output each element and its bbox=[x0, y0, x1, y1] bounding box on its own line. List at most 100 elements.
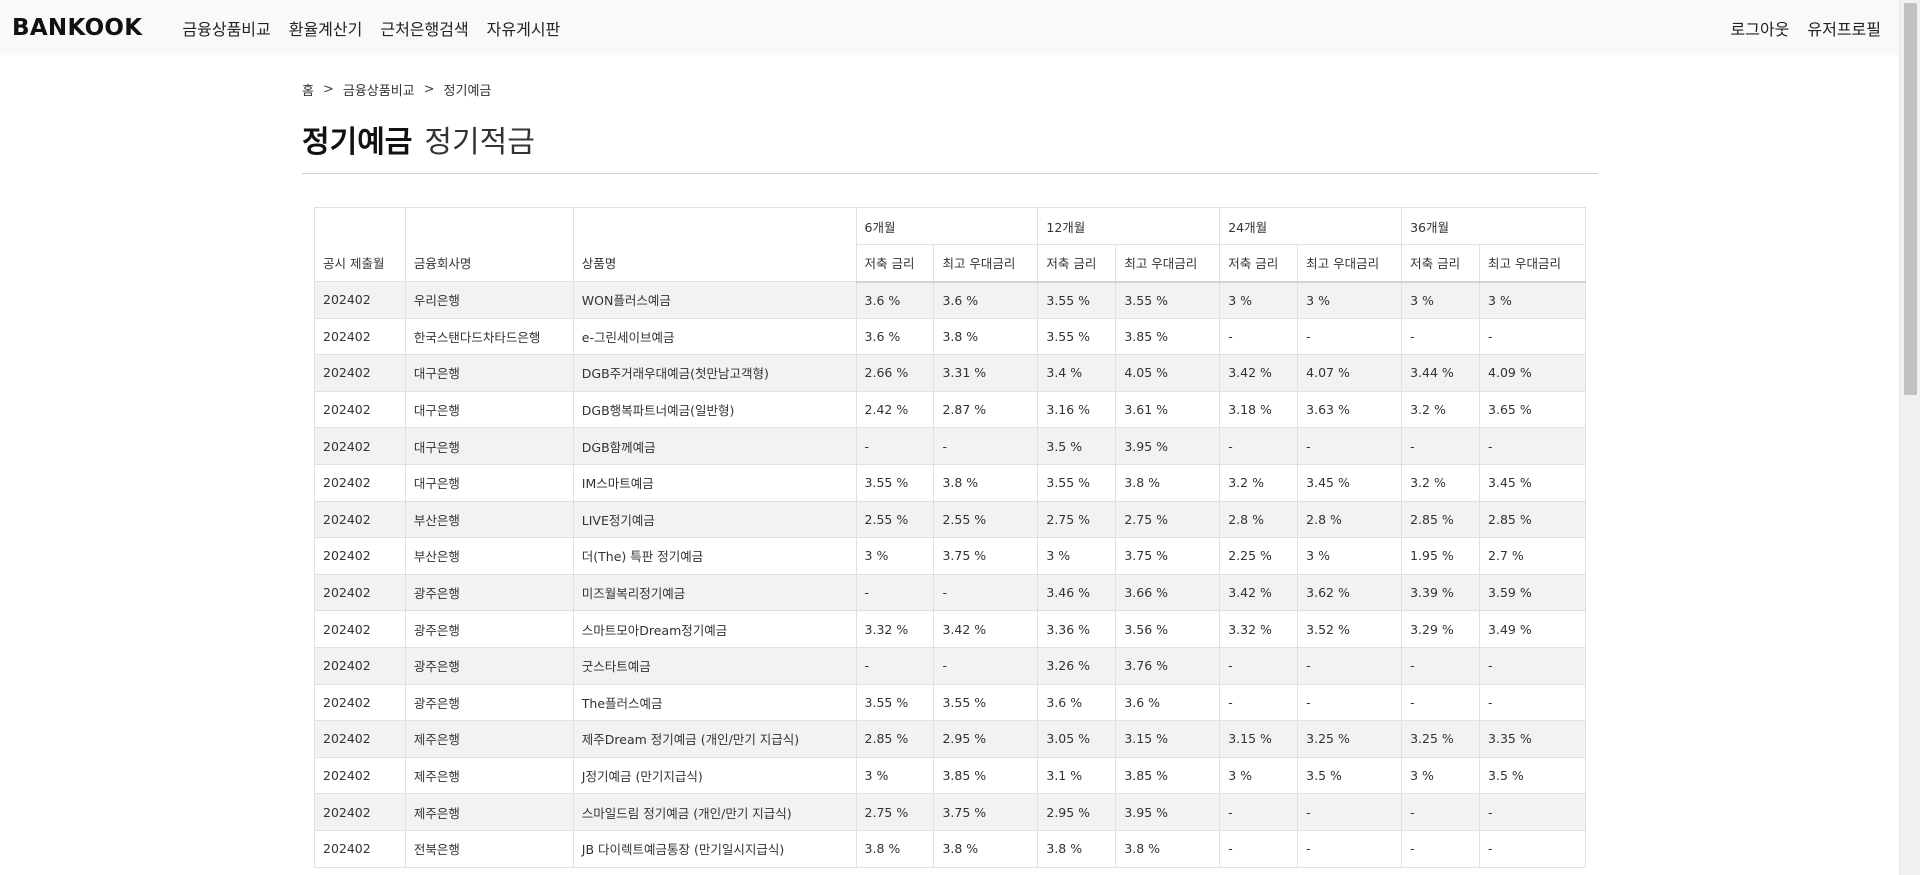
cell-rate-36: 3.44 % bbox=[1401, 354, 1481, 392]
cell-company: 전북은행 bbox=[404, 829, 574, 868]
nav-free-board[interactable]: 자유게시판 bbox=[486, 19, 561, 39]
cell-max-rate-36: 3.5 % bbox=[1479, 756, 1586, 795]
cell-rate-12: 2.75 % bbox=[1037, 500, 1117, 539]
cell-rate-24: 3.42 % bbox=[1219, 354, 1299, 392]
cell-product: 제주Dream 정기예금 (개인/만기 지급식) bbox=[572, 720, 857, 758]
cell-rate-36: 3.2 % bbox=[1401, 390, 1481, 429]
cell-company: 부산은행 bbox=[404, 537, 574, 575]
cell-product: LIVE정기예금 bbox=[572, 500, 857, 539]
cell-max-rate-12: 3.6 % bbox=[1115, 683, 1221, 722]
cell-rate-36: - bbox=[1401, 427, 1481, 465]
cell-rate-6: 2.66 % bbox=[855, 354, 935, 392]
cell-rate-36: - bbox=[1401, 829, 1481, 868]
cell-max-rate-24: 3.63 % bbox=[1297, 390, 1403, 429]
cell-rate-12: 2.95 % bbox=[1037, 793, 1117, 831]
nav-exchange-calculator[interactable]: 환율계산기 bbox=[288, 19, 363, 39]
cell-max-rate-12: 3.66 % bbox=[1115, 573, 1221, 612]
cell-rate-6: 3 % bbox=[855, 756, 935, 795]
cell-rate-36: - bbox=[1401, 793, 1481, 831]
col-header-month: 공시 제출월 bbox=[314, 207, 406, 282]
table-row[interactable]: 202402 부산은행 LIVE정기예금 2.55 % 2.55 % 2.75 % 2.75… bbox=[314, 500, 1586, 539]
cell-max-rate-24: 3 % bbox=[1297, 537, 1403, 575]
col-header-product: 상품명 bbox=[572, 207, 857, 282]
cell-rate-24: 3.32 % bbox=[1219, 610, 1299, 648]
cell-max-rate-36: 4.09 % bbox=[1479, 354, 1586, 392]
table-row[interactable]: 202402 한국스탠다드차타드은행 e-그린세이브예금 3.6 % 3.8 % 3.55… bbox=[314, 317, 1586, 356]
col-header-company: 금융회사명 bbox=[404, 207, 574, 282]
table-row[interactable]: 202402 제주은행 J정기예금 (만기지급식) 3 % 3.85 % 3.1 % 3.8… bbox=[314, 756, 1586, 795]
col-header-max-rate-36: 최고 우대금리 bbox=[1479, 244, 1586, 283]
cell-rate-24: - bbox=[1219, 646, 1299, 685]
cell-max-rate-6: - bbox=[933, 646, 1039, 685]
cell-max-rate-12: 3.55 % bbox=[1115, 281, 1221, 319]
table-row[interactable]: 202402 제주은행 스마일드림 정기예금 (개인/만기 지급식) 2.75 % 3.… bbox=[314, 793, 1586, 831]
table-row[interactable]: 202402 대구은행 DGB함께예금 - -3.5 % 3.95 % - - - - bbox=[314, 427, 1586, 465]
table-row[interactable]: 202402 광주은행 미즈월복리정기예금 - -3.46 % 3.66 % 3.42 % 3… bbox=[314, 573, 1586, 612]
logout-link[interactable]: 로그아웃 bbox=[1730, 19, 1790, 39]
cell-max-rate-24: 3.62 % bbox=[1297, 573, 1403, 612]
tab-savings[interactable]: 정기적금 bbox=[424, 125, 535, 160]
cell-max-rate-36: 2.85 % bbox=[1479, 500, 1586, 539]
cell-rate-6: 2.85 % bbox=[855, 720, 935, 758]
user-profile-link[interactable]: 유저프로필 bbox=[1807, 19, 1881, 39]
cell-month: 202402 bbox=[314, 756, 406, 795]
cell-max-rate-6: 3.85 % bbox=[933, 756, 1039, 795]
cell-company: 한국스탠다드차타드은행 bbox=[404, 317, 574, 356]
table-row[interactable]: 202402 광주은행 스마트모아Dream정기예금 3.32 % 3.42 % 3.36… bbox=[314, 610, 1586, 648]
cell-month: 202402 bbox=[314, 537, 406, 575]
cell-rate-6: 3.32 % bbox=[855, 610, 935, 648]
cell-product: The플러스예금 bbox=[572, 683, 857, 722]
table-row[interactable]: 202402 부산은행 더(The) 특판 정기예금 3 % 3.75 % 3 % 3.75… bbox=[314, 537, 1586, 575]
col-header-term-12: 12개월 bbox=[1037, 207, 1221, 245]
cell-month: 202402 bbox=[314, 646, 406, 685]
cell-max-rate-6: - bbox=[933, 573, 1039, 612]
table-row[interactable]: 202402 대구은행 DGB주거래우대예금(첫만남고객형) 2.66 % 3.31 %… bbox=[314, 354, 1586, 392]
cell-product: J정기예금 (만기지급식) bbox=[572, 756, 857, 795]
vertical-scrollbar[interactable] bbox=[1899, 0, 1920, 875]
cell-max-rate-12: 3.15 % bbox=[1115, 720, 1221, 758]
cell-rate-36: - bbox=[1401, 683, 1481, 722]
cell-month: 202402 bbox=[314, 610, 406, 648]
cell-rate-36: 1.95 % bbox=[1401, 537, 1481, 575]
cell-max-rate-24: 3 % bbox=[1297, 281, 1403, 319]
cell-max-rate-12: 3.75 % bbox=[1115, 537, 1221, 575]
nav-links: 금융상품비교 환율계산기 근처은행검색 자유게시판 bbox=[182, 16, 578, 40]
cell-max-rate-12: 3.8 % bbox=[1115, 829, 1221, 868]
cell-rate-6: 3.55 % bbox=[855, 463, 935, 502]
breadcrumb-product-compare[interactable]: 금융상품비교 bbox=[342, 84, 415, 99]
table-row[interactable]: 202402 전북은행 JB 다이렉트예금통장 (만기일시지급식) 3.8 % 3.8 … bbox=[314, 829, 1586, 868]
breadcrumb-home[interactable]: 홈 bbox=[302, 84, 314, 99]
nav-product-compare[interactable]: 금융상품비교 bbox=[182, 19, 271, 39]
table-row[interactable]: 202402 대구은행 DGB행복파트너예금(일반형) 2.42 % 2.87 % 3.1… bbox=[314, 390, 1586, 429]
col-header-rate-24: 저축 금리 bbox=[1219, 244, 1299, 283]
cell-max-rate-6: 2.87 % bbox=[933, 390, 1039, 429]
brand-logo[interactable]: BANKOOK bbox=[12, 14, 143, 41]
table-row[interactable]: 202402 광주은행 The플러스예금 3.55 % 3.55 % 3.6 % 3.6 %… bbox=[314, 683, 1586, 722]
cell-month: 202402 bbox=[314, 427, 406, 465]
cell-product: DGB함께예금 bbox=[572, 427, 857, 465]
cell-product: IM스마트예금 bbox=[572, 463, 857, 502]
cell-max-rate-12: 3.61 % bbox=[1115, 390, 1221, 429]
cell-rate-6: 3.6 % bbox=[855, 281, 935, 319]
nav-nearby-bank-search[interactable]: 근처은행검색 bbox=[380, 19, 469, 39]
tab-deposit[interactable]: 정기예금 bbox=[302, 125, 413, 160]
cell-company: 제주은행 bbox=[404, 720, 574, 758]
cell-rate-24: - bbox=[1219, 683, 1299, 722]
cell-company: 광주은행 bbox=[404, 573, 574, 612]
scrollbar-thumb[interactable] bbox=[1904, 3, 1917, 395]
table-row[interactable]: 202402 우리은행 WON플러스예금 3.6 % 3.6 % 3.55 % 3.55 %… bbox=[314, 281, 1586, 319]
table-row[interactable]: 202402 제주은행 제주Dream 정기예금 (개인/만기 지급식) 2.85 %… bbox=[314, 720, 1586, 758]
cell-month: 202402 bbox=[314, 281, 406, 319]
cell-max-rate-12: 3.85 % bbox=[1115, 756, 1221, 795]
cell-rate-12: 3.36 % bbox=[1037, 610, 1117, 648]
cell-rate-24: - bbox=[1219, 317, 1299, 356]
table-row[interactable]: 202402 대구은행 IM스마트예금 3.55 % 3.8 % 3.55 % 3.8 % 3… bbox=[314, 463, 1586, 502]
cell-max-rate-36: - bbox=[1479, 829, 1586, 868]
cell-product: 스마일드림 정기예금 (개인/만기 지급식) bbox=[572, 793, 857, 831]
cell-max-rate-24: - bbox=[1297, 683, 1403, 722]
table-row[interactable]: 202402 광주은행 굿스타트예금 - -3.26 % 3.76 % - - - - bbox=[314, 646, 1586, 685]
cell-product: 스마트모아Dream정기예금 bbox=[572, 610, 857, 648]
cell-max-rate-36: 3 % bbox=[1479, 281, 1586, 319]
col-header-rate-6: 저축 금리 bbox=[855, 244, 935, 283]
cell-rate-36: 3 % bbox=[1401, 281, 1481, 319]
